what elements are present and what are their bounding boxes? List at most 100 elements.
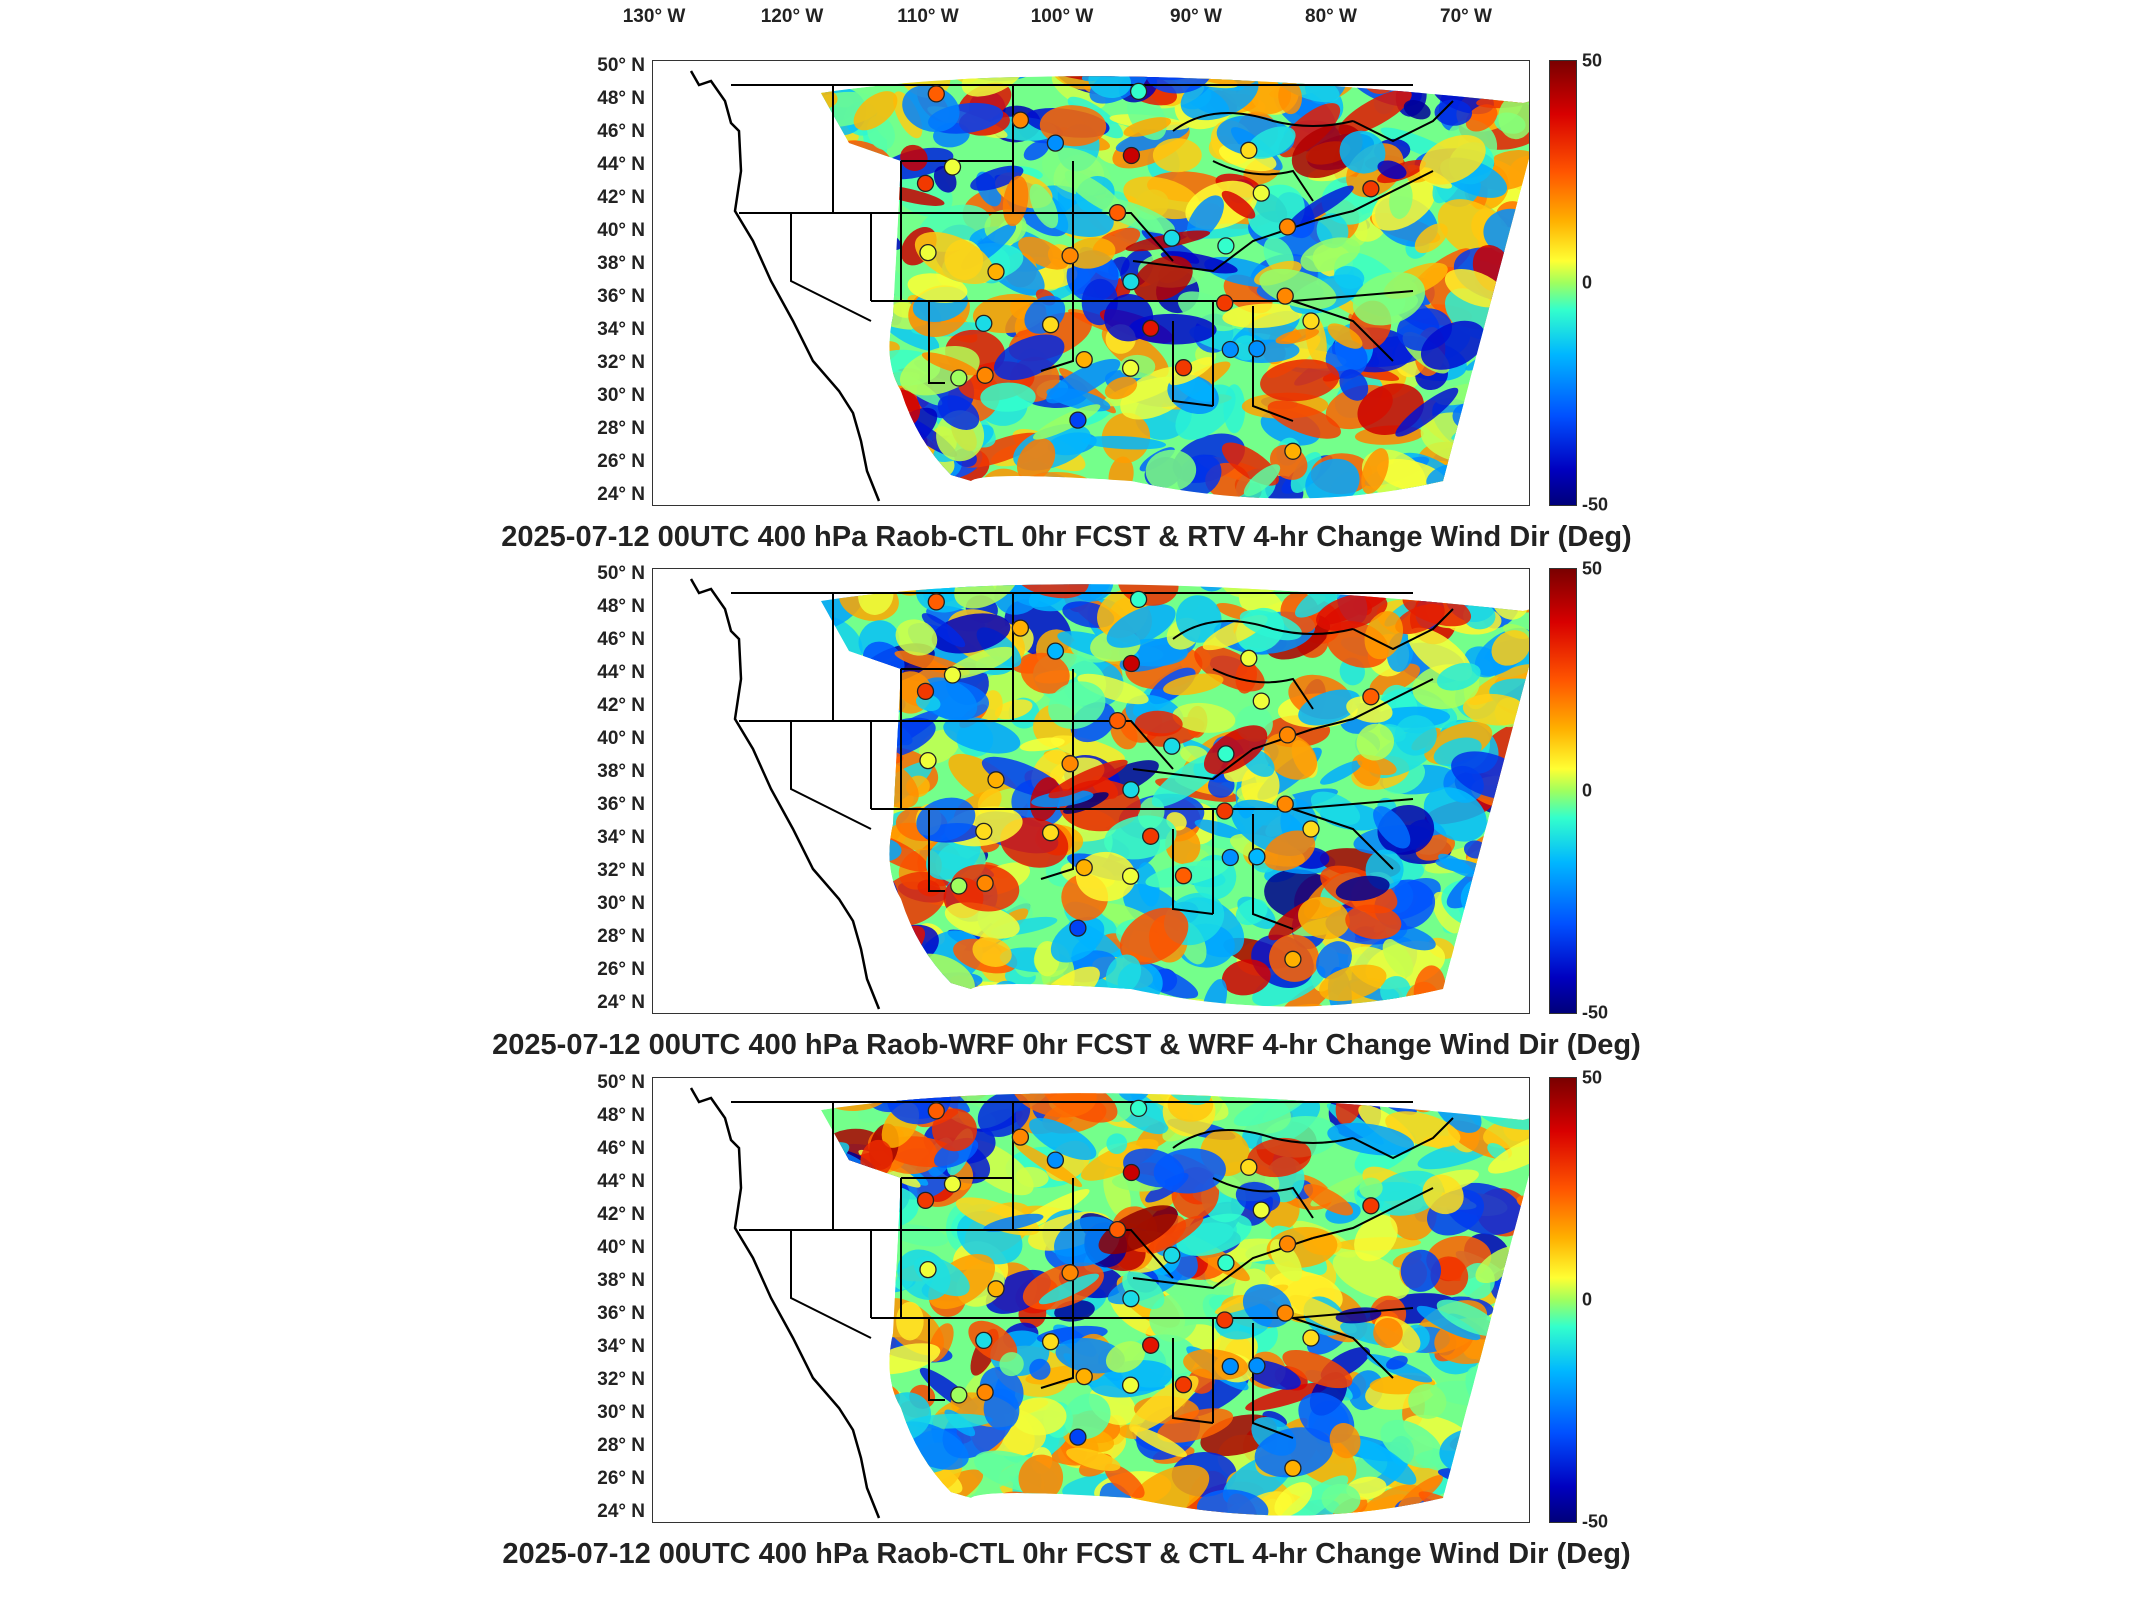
raob-marker bbox=[919, 751, 937, 770]
raob-marker bbox=[1122, 273, 1140, 291]
raob-marker bbox=[1122, 1163, 1141, 1182]
raob-marker bbox=[1142, 319, 1160, 337]
raob-marker bbox=[1011, 619, 1030, 637]
raob-marker bbox=[1174, 359, 1193, 377]
raob-marker bbox=[987, 1280, 1005, 1298]
chart-title: 2025-07-12 00UTC 400 hPa Raob-CTL 0hr FC… bbox=[502, 1538, 1631, 1570]
raob-marker bbox=[1108, 203, 1127, 222]
lat-tick-label: 28° N bbox=[597, 1435, 645, 1456]
raob-marker bbox=[1302, 1329, 1320, 1347]
raob-marker bbox=[1276, 1304, 1294, 1322]
raob-marker bbox=[943, 1175, 962, 1193]
colorbar-tick-max: 50 bbox=[1582, 1067, 1603, 1088]
lon-tick-label: 130° W bbox=[622, 6, 686, 27]
raob-marker bbox=[1221, 340, 1239, 359]
lon-tick-label: 100° W bbox=[1030, 6, 1094, 27]
colorbar-tick-zero: 0 bbox=[1582, 780, 1593, 801]
raob-marker bbox=[1011, 111, 1030, 129]
raob-marker bbox=[1252, 1201, 1270, 1219]
raob-marker bbox=[1216, 1311, 1234, 1329]
raob-marker bbox=[1240, 1158, 1258, 1176]
raob-marker bbox=[1216, 294, 1234, 312]
raob-marker bbox=[1284, 1459, 1302, 1477]
lat-tick-label: 26° N bbox=[597, 451, 645, 472]
lat-tick-label: 44° N bbox=[597, 1171, 645, 1192]
raob-marker bbox=[1108, 1220, 1127, 1239]
raob-marker bbox=[916, 174, 935, 193]
colorbar-tick-min: -50 bbox=[1582, 1511, 1609, 1532]
raob-marker bbox=[943, 158, 962, 176]
chart-title: 2025-07-12 00UTC 400 hPa Raob-CTL 0hr FC… bbox=[501, 521, 1632, 553]
lon-tick-label: 110° W bbox=[897, 6, 959, 27]
raob-marker bbox=[1046, 642, 1065, 660]
raob-marker bbox=[1240, 649, 1258, 667]
raob-marker bbox=[976, 1383, 994, 1401]
raob-marker bbox=[1163, 229, 1181, 247]
raob-marker bbox=[1122, 781, 1140, 799]
wind-dir-change-field bbox=[821, 584, 1529, 1007]
raob-marker bbox=[1248, 1357, 1266, 1375]
raob-marker bbox=[1284, 442, 1302, 460]
raob-marker bbox=[1174, 1376, 1193, 1394]
raob-marker bbox=[1069, 411, 1087, 429]
raob-marker bbox=[1041, 316, 1060, 334]
raob-marker bbox=[1129, 82, 1148, 101]
raob-marker bbox=[1284, 950, 1302, 968]
lat-tick-label: 46° N bbox=[597, 1138, 645, 1159]
raob-marker bbox=[1302, 312, 1320, 330]
raob-marker bbox=[1216, 802, 1234, 820]
raob-marker bbox=[1142, 1336, 1160, 1354]
lon-tick-label: 80° W bbox=[1305, 6, 1357, 27]
raob-marker bbox=[1122, 146, 1141, 165]
colorbar-tick-max: 50 bbox=[1582, 50, 1603, 71]
lat-tick-label: 34° N bbox=[597, 827, 645, 848]
raob-marker bbox=[1252, 184, 1270, 202]
lat-tick-label: 46° N bbox=[597, 629, 645, 650]
wind-dir-change-field bbox=[821, 1093, 1529, 1516]
longitude-axis-top: 130° W 120° W 110° W 100° W 90° W 80° W … bbox=[0, 0, 2133, 40]
raob-marker bbox=[1061, 1264, 1079, 1282]
raob-marker bbox=[1240, 141, 1258, 159]
raob-marker bbox=[1121, 1376, 1140, 1394]
raob-marker bbox=[1069, 919, 1087, 937]
raob-marker bbox=[916, 682, 935, 701]
state-boundaries bbox=[689, 578, 1454, 1010]
colorbar bbox=[1549, 1077, 1577, 1523]
raob-marker bbox=[1163, 737, 1181, 755]
colorbar bbox=[1549, 60, 1577, 506]
raob-marker bbox=[1142, 827, 1160, 845]
raob-marker bbox=[1302, 820, 1320, 838]
chart-title: 2025-07-12 00UTC 400 hPa Raob-WRF 0hr FC… bbox=[492, 1029, 1641, 1061]
colorbar-tick-min: -50 bbox=[1582, 1002, 1609, 1023]
raob-marker bbox=[1248, 848, 1266, 866]
lat-tick-label: 50° N bbox=[597, 563, 645, 584]
state-boundaries bbox=[689, 70, 1454, 502]
raob-marker bbox=[1075, 1367, 1093, 1386]
lat-tick-label: 28° N bbox=[597, 418, 645, 439]
lat-tick-label: 40° N bbox=[597, 220, 645, 241]
raob-marker bbox=[1217, 1254, 1235, 1272]
raob-marker bbox=[975, 1331, 993, 1350]
lat-tick-label: 44° N bbox=[597, 662, 645, 683]
colorbar-tick-zero: 0 bbox=[1582, 272, 1593, 293]
raob-marker bbox=[916, 1191, 935, 1210]
colorbar bbox=[1549, 568, 1577, 1014]
lat-tick-label: 50° N bbox=[597, 1072, 645, 1093]
raob-marker bbox=[1041, 824, 1060, 842]
lat-tick-label: 50° N bbox=[597, 55, 645, 76]
raob-marker bbox=[1362, 1197, 1380, 1215]
lat-tick-label: 36° N bbox=[597, 286, 645, 307]
raob-marker bbox=[976, 366, 994, 384]
lat-tick-label: 46° N bbox=[597, 121, 645, 142]
raob-marker bbox=[1046, 134, 1065, 152]
raob-marker bbox=[1121, 867, 1140, 885]
raob-marker bbox=[950, 369, 968, 387]
raob-marker bbox=[927, 1102, 945, 1120]
lat-tick-label: 42° N bbox=[597, 695, 645, 716]
raob-marker bbox=[1217, 237, 1235, 255]
raob-marker bbox=[1061, 755, 1079, 773]
raob-marker bbox=[1362, 180, 1380, 198]
lat-tick-label: 44° N bbox=[597, 154, 645, 175]
raob-marker bbox=[1129, 590, 1148, 609]
lat-tick-label: 24° N bbox=[597, 992, 645, 1013]
